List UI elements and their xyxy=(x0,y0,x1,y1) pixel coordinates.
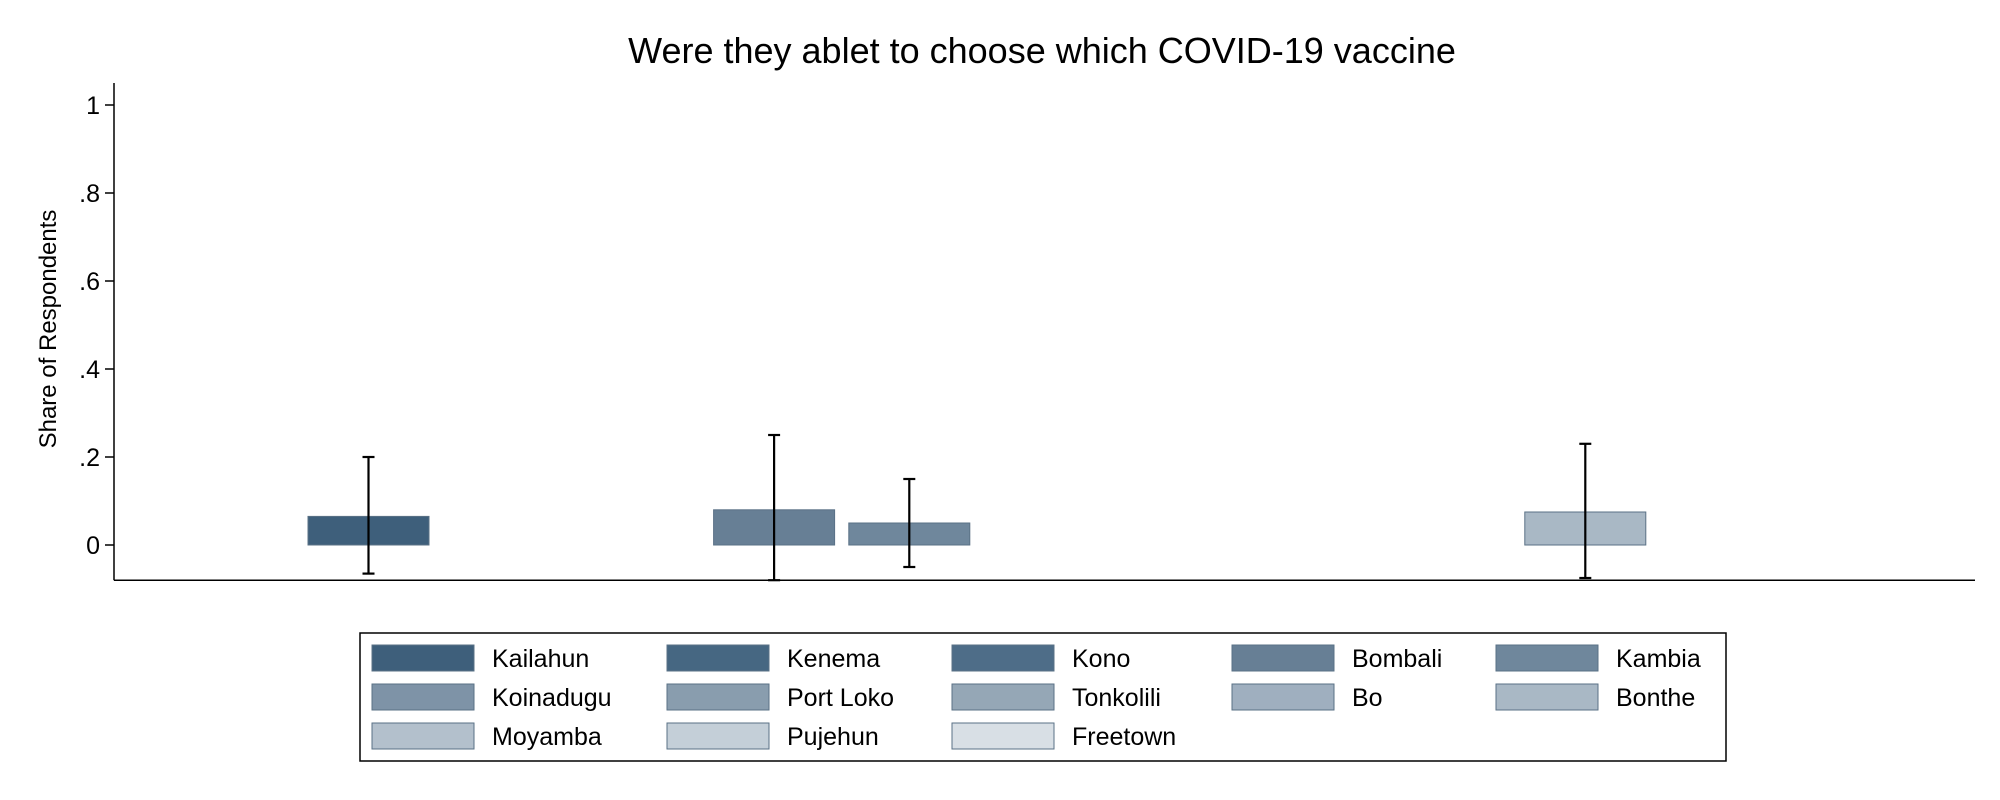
legend-swatch xyxy=(371,722,475,750)
legend-swatch xyxy=(951,644,1055,672)
y-axis-label: Share of Respondents xyxy=(35,210,62,449)
bars-group xyxy=(307,509,1647,546)
legend-label: Freetown xyxy=(1072,723,1176,751)
legend-swatch xyxy=(1231,644,1335,672)
legend-label: Bombali xyxy=(1352,645,1442,673)
y-tick-label: 1 xyxy=(86,92,100,120)
legend-swatch xyxy=(1495,644,1599,672)
y-tick-label: .4 xyxy=(79,356,100,384)
legend-label: Kailahun xyxy=(492,645,589,673)
legend-label: Port Loko xyxy=(787,684,894,712)
error-bars-group xyxy=(362,433,1592,582)
y-axis: 0 .2 .4 .6 .8 1 xyxy=(79,83,115,581)
legend-swatch xyxy=(666,683,770,711)
y-tick-label: .6 xyxy=(79,268,100,296)
legend-label: Tonkolili xyxy=(1072,684,1161,712)
legend-label: Koinadugu xyxy=(492,684,612,712)
legend-swatch xyxy=(951,683,1055,711)
legend-swatch xyxy=(1495,683,1599,711)
legend-label: Kono xyxy=(1072,645,1130,673)
legend-swatch xyxy=(371,644,475,672)
y-tick-label: .2 xyxy=(79,444,100,472)
y-tick-label: .8 xyxy=(79,180,100,208)
legend-label: Bonthe xyxy=(1616,684,1695,712)
y-tick-label: 0 xyxy=(86,532,100,560)
legend-swatch xyxy=(371,683,475,711)
legend-swatch xyxy=(1231,683,1335,711)
chart-title: Were they ablet to choose which COVID-19… xyxy=(628,30,1456,71)
legend-swatch xyxy=(951,722,1055,750)
legend-swatch xyxy=(666,644,770,672)
legend-label: Bo xyxy=(1352,684,1383,712)
legend: Kailahun Kenema Kono Bombali Kambia Koinadugu… xyxy=(359,632,1727,762)
legend-label: Kenema xyxy=(787,645,880,673)
legend-swatch xyxy=(666,722,770,750)
legend-label: Pujehun xyxy=(787,723,879,751)
legend-label: Kambia xyxy=(1616,645,1701,673)
legend-label: Moyamba xyxy=(492,723,602,751)
